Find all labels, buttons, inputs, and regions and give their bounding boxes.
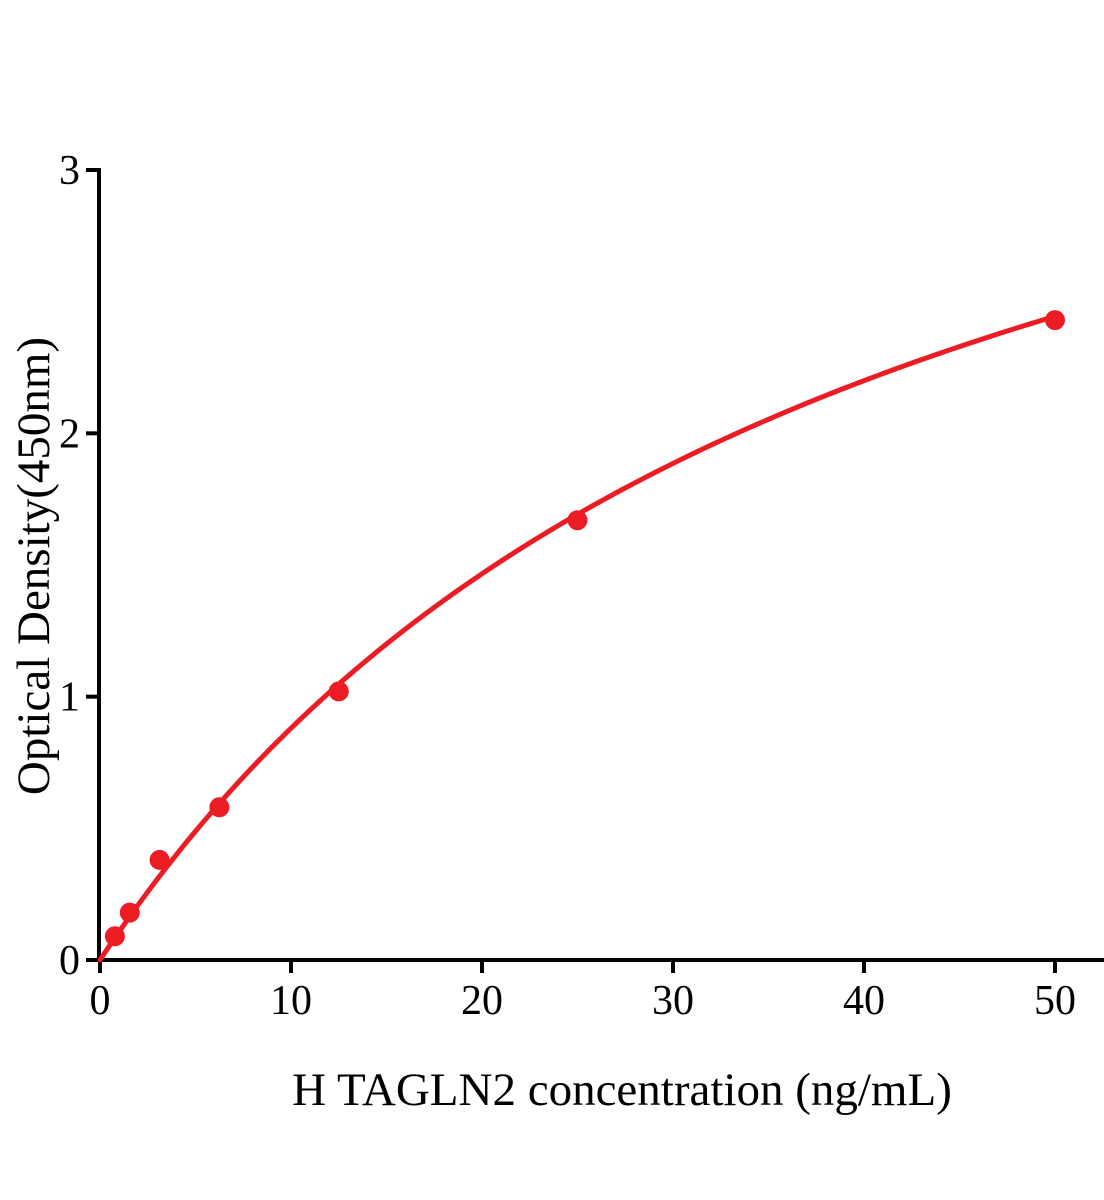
curve-path xyxy=(97,313,1058,963)
x-tick-label: 20 xyxy=(461,978,503,1024)
x-tick-label: 10 xyxy=(270,978,312,1024)
x-tick-label: 40 xyxy=(843,978,885,1024)
data-point xyxy=(209,797,230,818)
data-points xyxy=(104,310,1065,947)
x-axis-title: H TAGLN2 concentration (ng/mL) xyxy=(292,1064,952,1116)
x-tick-label: 0 xyxy=(90,978,111,1024)
x-axis: 0 10 20 30 40 50 xyxy=(90,958,1104,1024)
data-point xyxy=(567,510,588,531)
y-tick-label: 0 xyxy=(59,938,80,984)
fitted-curve xyxy=(97,313,1058,963)
data-point xyxy=(149,849,170,870)
data-point xyxy=(104,926,125,947)
data-point xyxy=(328,681,349,702)
y-tick-label: 1 xyxy=(59,675,80,721)
y-tick-label: 3 xyxy=(59,148,80,194)
x-tick-label: 50 xyxy=(1034,978,1076,1024)
y-tick-label: 2 xyxy=(59,411,80,457)
y-axis: 0 1 2 3 xyxy=(59,148,101,984)
data-point xyxy=(119,902,140,923)
x-tick-label: 30 xyxy=(652,978,694,1024)
data-point xyxy=(1045,310,1065,331)
y-axis-title: Optical Density(450nm) xyxy=(8,336,60,796)
